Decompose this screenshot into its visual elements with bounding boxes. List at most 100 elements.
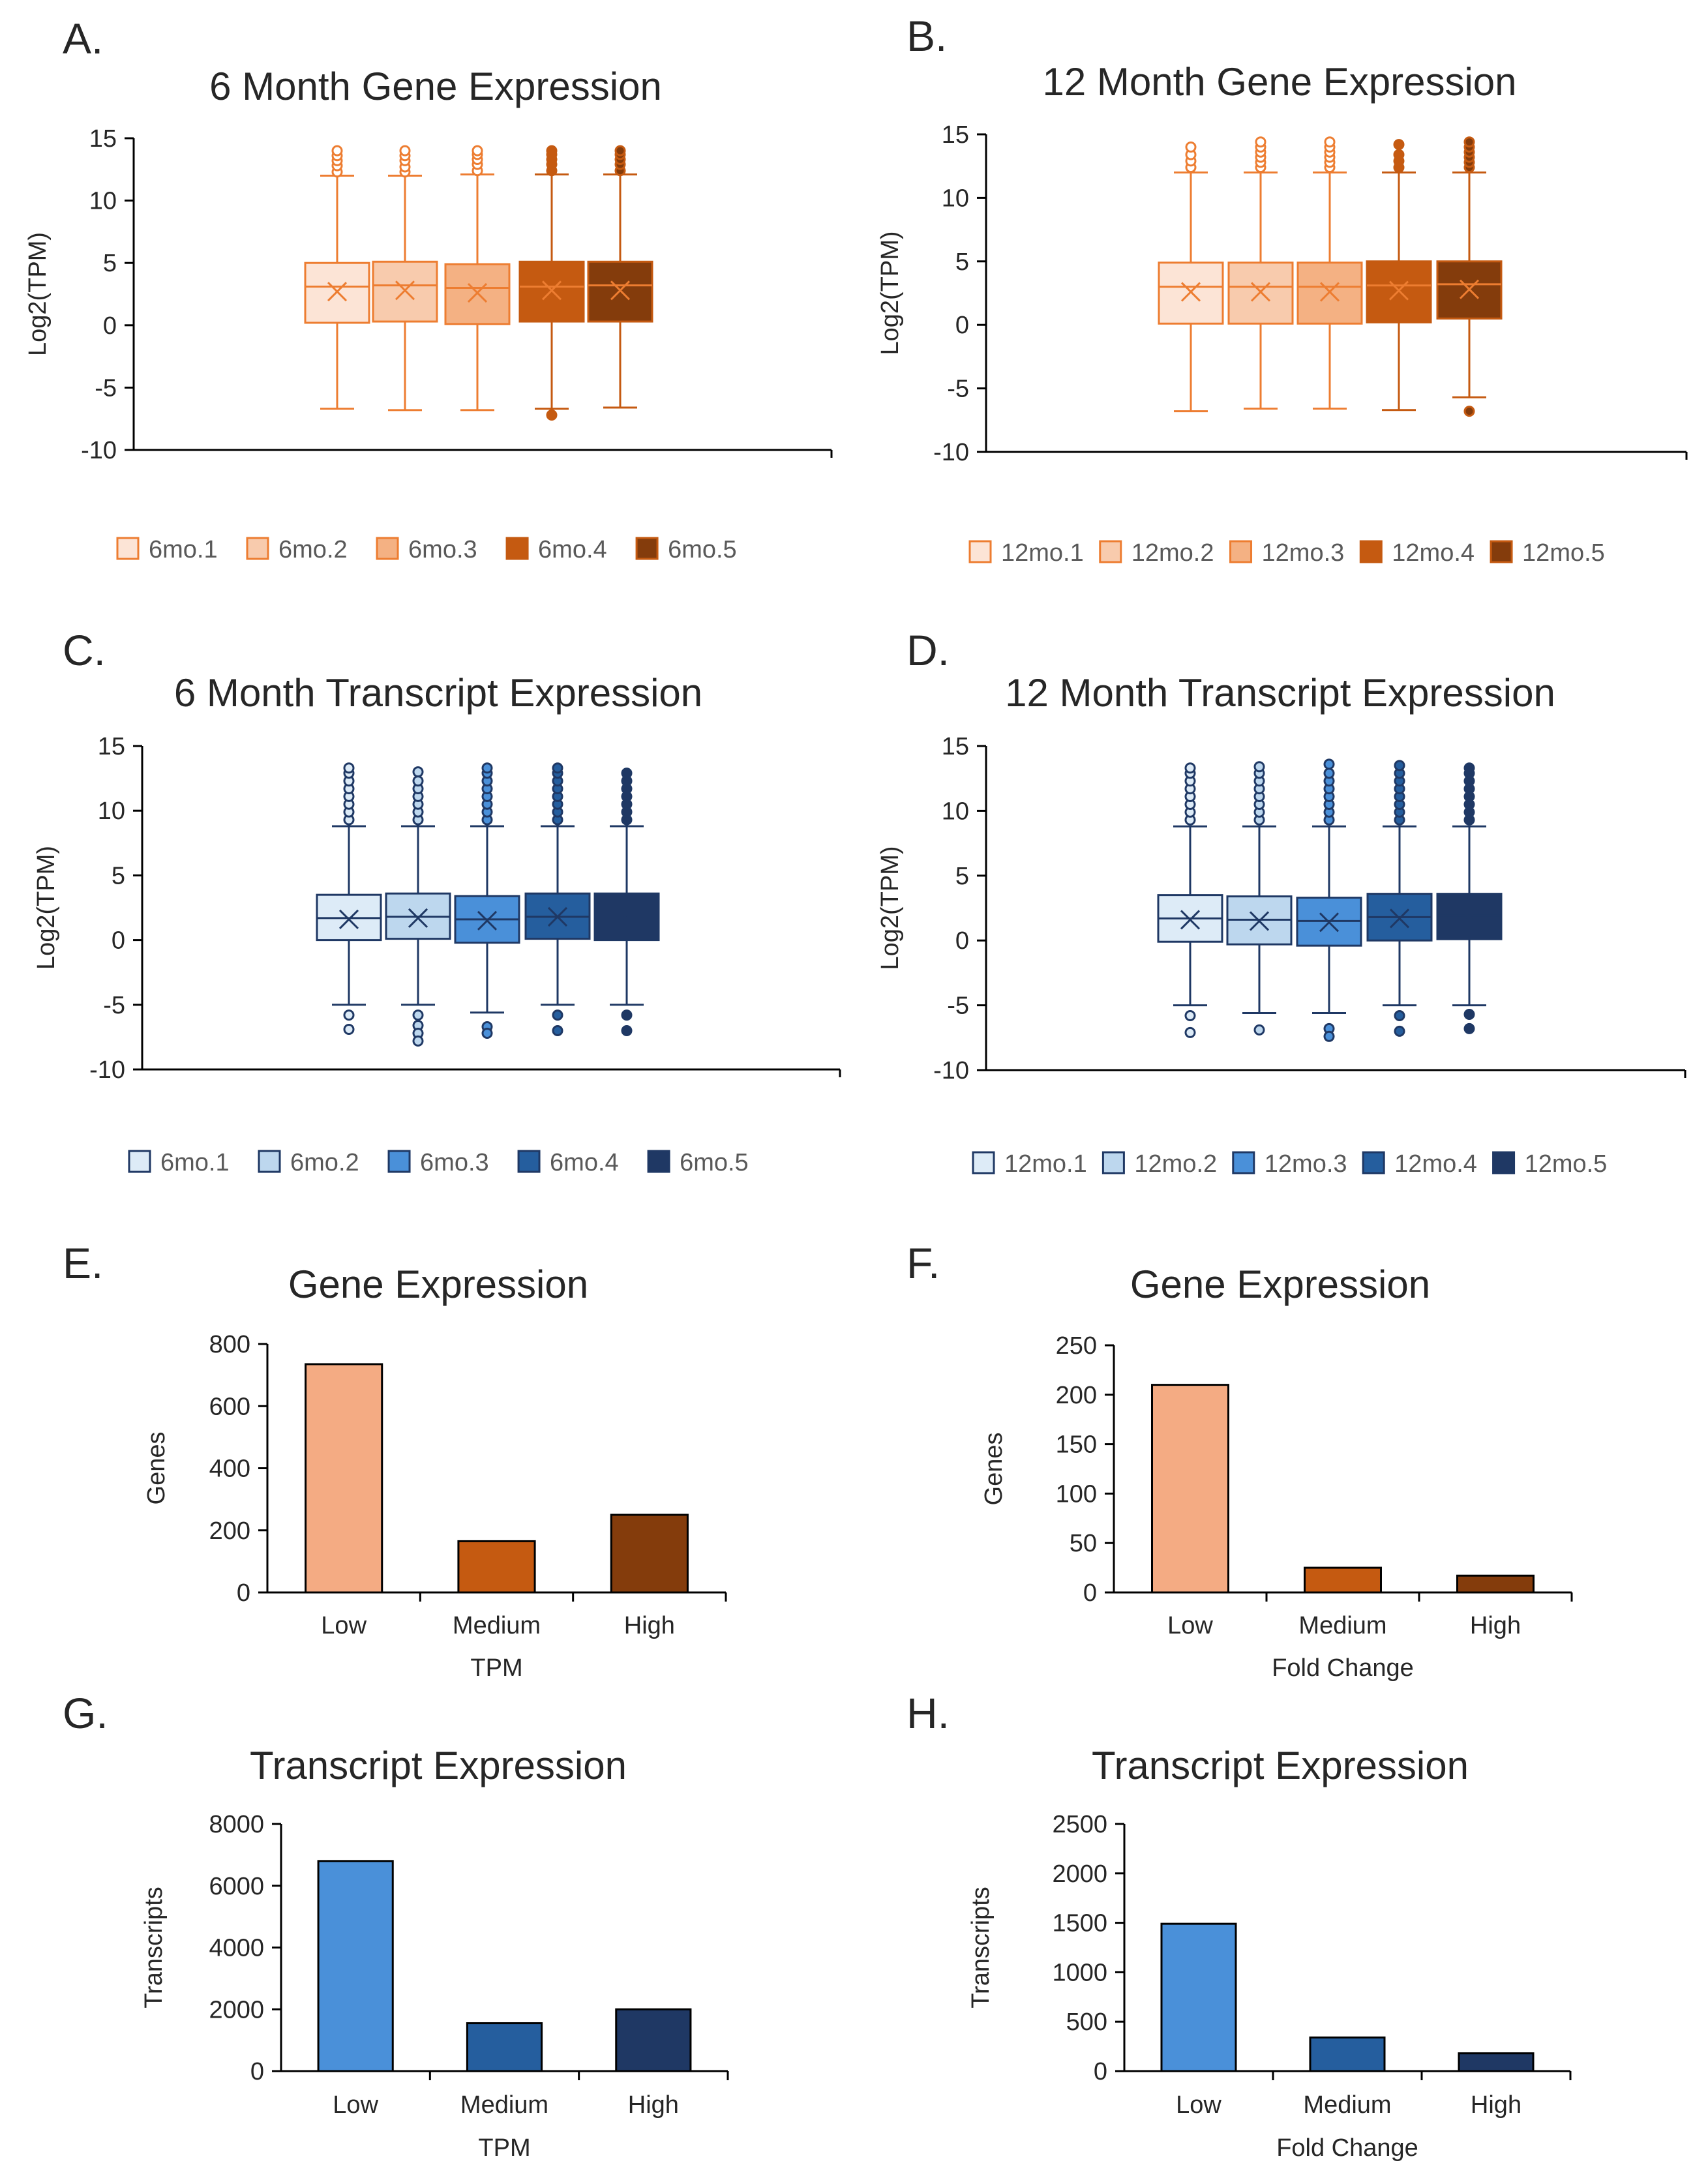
box-6mo.2 bbox=[385, 766, 451, 1047]
x-tick-label: Low bbox=[1167, 1612, 1213, 1639]
legend-swatch bbox=[1490, 540, 1513, 563]
panel-label-e: E. bbox=[63, 1239, 103, 1287]
bar-low bbox=[1160, 1922, 1237, 2072]
legend-item: 6mo.1 bbox=[116, 536, 218, 563]
mean-marker bbox=[1180, 282, 1201, 302]
y-tick-label: 5 bbox=[955, 863, 969, 890]
chart-title: Gene Expression bbox=[1130, 1262, 1430, 1306]
legend-item: 6mo.4 bbox=[505, 536, 607, 563]
y-tick-label: 600 bbox=[209, 1393, 250, 1420]
legend-label: 12mo.1 bbox=[1001, 539, 1084, 567]
panel-label-a: A. bbox=[63, 14, 103, 63]
legend-label: 6mo.5 bbox=[680, 1149, 749, 1176]
outlier-point bbox=[1255, 136, 1266, 148]
mean-marker bbox=[408, 908, 428, 928]
box-6mo.3 bbox=[444, 145, 511, 411]
mean-marker bbox=[541, 280, 562, 301]
outlier-point bbox=[1184, 762, 1196, 774]
legend-swatch bbox=[1359, 540, 1383, 563]
y-axis-label: Transcripts bbox=[140, 1887, 168, 2008]
outlier-point bbox=[1463, 762, 1475, 774]
mean-marker bbox=[477, 910, 498, 931]
outlier-point bbox=[331, 145, 343, 157]
panel-label-d: D. bbox=[906, 626, 950, 674]
legend-swatch bbox=[968, 540, 992, 563]
legend-label: 6mo.4 bbox=[550, 1149, 619, 1176]
y-tick-label: 0 bbox=[103, 312, 117, 340]
panel-label-h: H. bbox=[906, 1689, 950, 1737]
legend-label: 12mo.3 bbox=[1262, 539, 1345, 567]
legend-item: 6mo.2 bbox=[258, 1149, 359, 1176]
outlier-point bbox=[343, 1023, 355, 1035]
outlier-point bbox=[1323, 758, 1335, 770]
y-axis-label: Genes bbox=[143, 1432, 170, 1505]
outlier-point bbox=[343, 762, 355, 774]
outlier-point bbox=[1184, 1010, 1196, 1022]
panel-label-f: F. bbox=[906, 1239, 940, 1287]
chart-title: 6 Month Gene Expression bbox=[209, 65, 662, 108]
y-tick-label: -5 bbox=[947, 993, 969, 1020]
box-12mo.2 bbox=[1227, 136, 1294, 410]
y-tick-label: 250 bbox=[1056, 1332, 1097, 1360]
outlier-point bbox=[412, 775, 424, 787]
iqr-box bbox=[587, 260, 653, 323]
outlier-point bbox=[1463, 1009, 1475, 1021]
legend-label: 6mo.5 bbox=[668, 536, 737, 563]
legend-label: 6mo.3 bbox=[408, 536, 477, 563]
chart-b-12month-gene-boxplot: 12 Month Gene Expression 15 10 5 0 -5 -10 Log2(… bbox=[876, 60, 1688, 567]
y-tick-label: 10 bbox=[89, 188, 117, 215]
box-6mo.4 bbox=[518, 145, 585, 421]
box-12mo.5 bbox=[1436, 136, 1503, 417]
y-tick-label: -10 bbox=[89, 1056, 125, 1084]
legend: 6mo.1 6mo.2 6mo.3 6mo.4 6mo.5 bbox=[128, 1149, 749, 1176]
y-tick-label: 10 bbox=[98, 798, 125, 825]
legend-item: 6mo.3 bbox=[376, 536, 477, 563]
legend-label: 12mo.2 bbox=[1131, 539, 1214, 567]
y-tick-label: -5 bbox=[103, 992, 125, 1019]
mean-marker bbox=[395, 280, 415, 301]
legend-item: 6mo.1 bbox=[128, 1149, 230, 1176]
bar-low bbox=[305, 1363, 383, 1594]
y-tick-label: 15 bbox=[89, 125, 117, 153]
x-tick-label: High bbox=[624, 1612, 675, 1639]
legend-label: 12mo.4 bbox=[1392, 539, 1475, 567]
box-12mo.1 bbox=[1158, 141, 1224, 413]
legend-item: 12mo.4 bbox=[1359, 539, 1475, 567]
bar-medium bbox=[1304, 1566, 1382, 1594]
box-12mo.3 bbox=[1296, 758, 1362, 1042]
outlier-point bbox=[614, 145, 626, 157]
x-tick-label: Low bbox=[321, 1612, 367, 1639]
y-axis-label: Log2(TPM) bbox=[876, 231, 904, 355]
y-axis-label: Genes bbox=[980, 1433, 1008, 1506]
bar-high bbox=[1458, 2052, 1535, 2072]
y-tick-label: 10 bbox=[942, 185, 969, 212]
legend-label: 12mo.1 bbox=[1004, 1150, 1087, 1178]
legend-swatch bbox=[972, 1151, 995, 1174]
outlier-point bbox=[1393, 139, 1405, 151]
y-tick-label: 500 bbox=[1066, 2008, 1107, 2036]
y-tick-label: 0 bbox=[1083, 1579, 1097, 1607]
x-axis-label: Fold Change bbox=[1276, 2134, 1418, 2162]
y-tick-label: 15 bbox=[98, 733, 125, 760]
outlier-point bbox=[481, 762, 493, 774]
mean-marker bbox=[616, 908, 637, 928]
legend-item: 12mo.5 bbox=[1492, 1150, 1607, 1178]
y-tick-label: 1500 bbox=[1052, 1910, 1107, 1937]
y-tick-label: 0 bbox=[1094, 2058, 1107, 2085]
panel-label-g: G. bbox=[63, 1689, 108, 1737]
legend-label: 6mo.1 bbox=[160, 1149, 230, 1176]
legend-swatch bbox=[505, 537, 529, 560]
box-12mo.2 bbox=[1226, 761, 1293, 1036]
box-12mo.3 bbox=[1296, 136, 1363, 410]
box-12mo.1 bbox=[1157, 762, 1223, 1038]
legend-swatch bbox=[1232, 1151, 1255, 1174]
panel-label-b: B. bbox=[906, 12, 947, 60]
y-tick-label: 0 bbox=[237, 1579, 250, 1607]
legend-item: 6mo.3 bbox=[387, 1149, 489, 1176]
mean-marker bbox=[610, 280, 631, 301]
bar-low bbox=[1151, 1384, 1229, 1594]
legend-swatch bbox=[1099, 540, 1122, 563]
outlier-point bbox=[1184, 1026, 1196, 1038]
y-tick-label: 15 bbox=[942, 733, 969, 760]
